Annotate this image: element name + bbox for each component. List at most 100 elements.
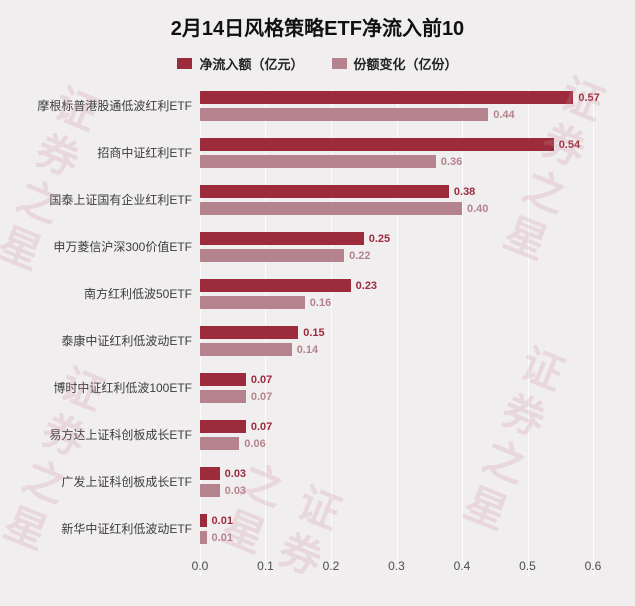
x-tick-label: 0.0: [191, 559, 209, 573]
share-change-bar: [200, 108, 489, 121]
value-label: 0.14: [296, 343, 319, 356]
net-inflow-bar: [200, 91, 574, 104]
chart-row: 摩根标普港股通低波红利ETF 0.57 0.44: [0, 89, 635, 123]
bar-chart: 摩根标普港股通低波红利ETF 0.57 0.44 招商中证红利ETF 0.54 0.36 国…: [0, 89, 635, 577]
bar-line: 0.03: [200, 482, 593, 499]
category-label: 广发上证科创板成长ETF: [61, 475, 192, 489]
x-tick-label: 0.5: [519, 559, 536, 573]
bar-line: 0.16: [200, 294, 593, 311]
value-label: 0.54: [558, 138, 581, 151]
bar-line: 0.07: [200, 371, 593, 388]
category-label: 申万菱信沪深300价值ETF: [53, 240, 192, 254]
bar-group: 0.25 0.22: [200, 230, 593, 264]
bar-line: 0.01: [200, 529, 593, 546]
bar-group: 0.15 0.14: [200, 324, 593, 358]
legend-label-share-change: 份额变化（亿份）: [353, 57, 458, 72]
net-inflow-bar: [200, 326, 299, 339]
value-label: 0.15: [303, 326, 325, 339]
value-label: 0.01: [211, 531, 233, 544]
chart-row: 招商中证红利ETF 0.54 0.36: [0, 136, 635, 170]
x-tick-label: 0.6: [584, 559, 602, 573]
legend-label-net-inflow: 净流入额（亿元）: [199, 57, 304, 72]
net-inflow-bar: [200, 514, 207, 527]
bar-line: 0.57: [200, 89, 600, 106]
bar-line: 0.36: [200, 153, 593, 170]
x-tick-label: 0.1: [257, 559, 274, 573]
bar-line: 0.07: [200, 388, 593, 405]
bar-line: 0.38: [200, 183, 593, 200]
value-label: 0.07: [250, 420, 273, 433]
chart-row: 泰康中证红利低波动ETF 0.15 0.14: [0, 324, 635, 358]
bar-line: 0.06: [200, 435, 593, 452]
category-label: 南方红利低波50ETF: [83, 287, 192, 301]
bar-line: 0.44: [200, 106, 593, 123]
bar-group: 0.03 0.03: [200, 465, 593, 499]
legend-swatch-net-inflow: [177, 58, 193, 69]
category-label: 博时中证红利低波100ETF: [53, 381, 192, 395]
bar-group: 0.54 0.36: [200, 136, 593, 170]
gridline: [330, 89, 332, 577]
share-change-bar: [200, 531, 207, 544]
value-label: 0.03: [224, 467, 247, 480]
bar-group: 0.07 0.06: [200, 418, 593, 452]
share-change-bar: [200, 155, 436, 168]
bar-group: 0.38 0.40: [200, 183, 593, 217]
gridline: [593, 89, 594, 577]
category-label: 新华中证红利低波动ETF: [61, 522, 192, 536]
category-label: 易方达上证科创板成长ETF: [49, 428, 192, 442]
value-label: 0.07: [250, 390, 273, 403]
share-change-bar: [200, 296, 305, 309]
net-inflow-bar: [200, 467, 220, 480]
net-inflow-bar: [200, 373, 246, 386]
category-label: 国泰上证国有企业红利ETF: [49, 193, 192, 207]
bar-line: 0.07: [200, 418, 593, 435]
value-label: 0.07: [250, 373, 273, 386]
value-label: 0.01: [211, 514, 233, 527]
category-label: 泰康中证红利低波动ETF: [61, 334, 192, 348]
chart-rows: 摩根标普港股通低波红利ETF 0.57 0.44 招商中证红利ETF 0.54 0.36 国…: [0, 89, 635, 546]
chart-row: 广发上证科创板成长ETF 0.03 0.03: [0, 465, 635, 499]
bar-line: 0.01: [200, 512, 593, 529]
gridline: [461, 89, 463, 577]
value-label: 0.06: [244, 437, 266, 450]
gridline: [527, 89, 529, 577]
x-tick-label: 0.2: [322, 559, 340, 573]
bar-group: 0.07 0.07: [200, 371, 593, 405]
chart-title: 2月14日风格策略ETF净流入前10: [170, 18, 465, 40]
bar-line: 0.25: [200, 230, 593, 247]
value-label: 0.40: [466, 202, 489, 215]
net-inflow-bar: [200, 420, 246, 433]
value-label: 0.23: [355, 279, 378, 292]
legend-item-share-change: 份额变化（亿份）: [331, 54, 458, 73]
chart-row: 新华中证红利低波动ETF 0.01 0.01: [0, 512, 635, 546]
net-inflow-bar: [200, 138, 554, 151]
legend-swatch-share-change: [331, 58, 347, 69]
value-label: 0.03: [224, 484, 247, 497]
bar-line: 0.03: [200, 465, 593, 482]
value-label: 0.16: [309, 296, 332, 309]
share-change-bar: [200, 343, 292, 356]
bar-line: 0.54: [200, 136, 593, 153]
share-change-bar: [200, 437, 240, 450]
share-change-bar: [200, 202, 462, 215]
chart-row: 国泰上证国有企业红利ETF 0.38 0.40: [0, 183, 635, 217]
bar-group: 0.23 0.16: [200, 277, 593, 311]
bar-line: 0.23: [200, 277, 593, 294]
net-inflow-bar: [200, 279, 351, 292]
bar-line: 0.15: [200, 324, 593, 341]
bar-line: 0.14: [200, 341, 593, 358]
category-label: 摩根标普港股通低波红利ETF: [37, 99, 192, 113]
category-label: 招商中证红利ETF: [97, 146, 192, 160]
chart-row: 申万菱信沪深300价值ETF 0.25 0.22: [0, 230, 635, 264]
value-label: 0.36: [440, 155, 463, 168]
share-change-bar: [200, 390, 246, 403]
x-tick-label: 0.4: [453, 559, 471, 573]
value-label: 0.44: [493, 108, 515, 121]
bar-group: 0.57 0.44: [200, 89, 600, 123]
net-inflow-bar: [200, 185, 449, 198]
share-change-bar: [200, 484, 220, 497]
chart-row: 南方红利低波50ETF 0.23 0.16: [0, 277, 635, 311]
gridline: [396, 89, 398, 577]
chart-row: 博时中证红利低波100ETF 0.07 0.07: [0, 371, 635, 405]
